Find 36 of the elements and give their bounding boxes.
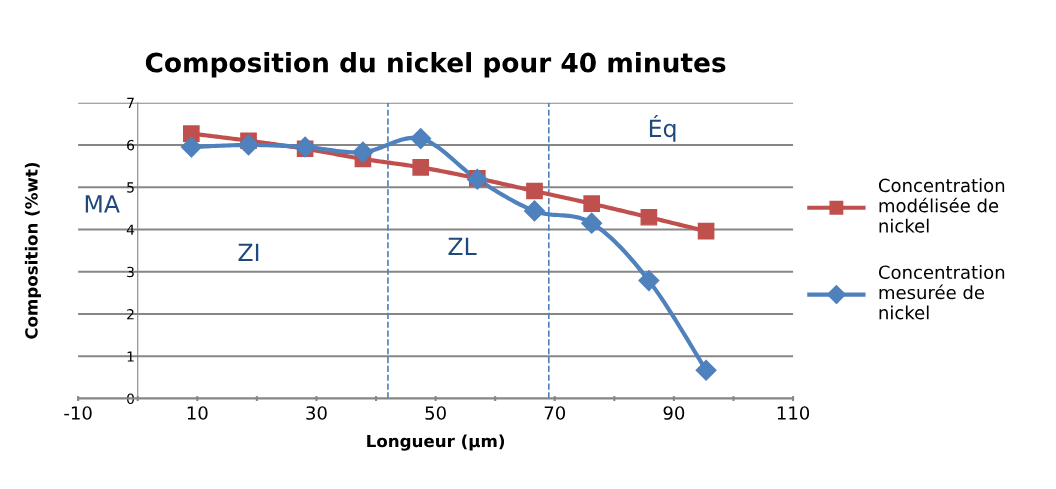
- y-tick-label: 1: [127, 351, 134, 362]
- point: [352, 141, 374, 163]
- y-tick-label: 5: [127, 182, 134, 193]
- annotation: ZI: [238, 243, 259, 261]
- x-tick-label: 110: [777, 406, 810, 420]
- point: [180, 136, 202, 158]
- x-tick-label: 30: [306, 406, 327, 420]
- point: [523, 200, 546, 222]
- x-tick-label: 50: [425, 406, 446, 420]
- legend-label: Concentration modélisée de nickel: [878, 178, 1005, 233]
- x-axis-title: Longueur (µm): [367, 434, 505, 451]
- x-tick-label: -10: [64, 406, 92, 420]
- point: [695, 359, 717, 381]
- x-tick-label: 90: [663, 406, 685, 420]
- point: [412, 159, 430, 176]
- y-tick-label: 6: [127, 139, 135, 151]
- y-axis-title: Composition (%wt): [24, 162, 41, 339]
- x-tick-label: 70: [544, 406, 566, 420]
- point: [583, 195, 601, 213]
- point: [640, 208, 658, 226]
- annotation: MA: [85, 195, 120, 213]
- point: [410, 128, 432, 150]
- annotation: Éq: [649, 115, 676, 142]
- point: [638, 270, 660, 292]
- point: [238, 134, 260, 156]
- x-tick-label: 10: [187, 406, 208, 420]
- y-tick-label: 4: [126, 224, 135, 235]
- y-tick-label: 7: [127, 97, 134, 108]
- y-tick-label: 3: [127, 266, 134, 278]
- annotation: ZL: [448, 237, 477, 256]
- legend-label: Concentration mesurée de nickel: [878, 265, 1005, 320]
- point: [526, 182, 543, 200]
- point: [697, 222, 715, 240]
- y-tick-label: 2: [127, 308, 134, 320]
- point: [581, 212, 603, 234]
- chart-title: Composition du nickel pour 40 minutes: [145, 52, 726, 78]
